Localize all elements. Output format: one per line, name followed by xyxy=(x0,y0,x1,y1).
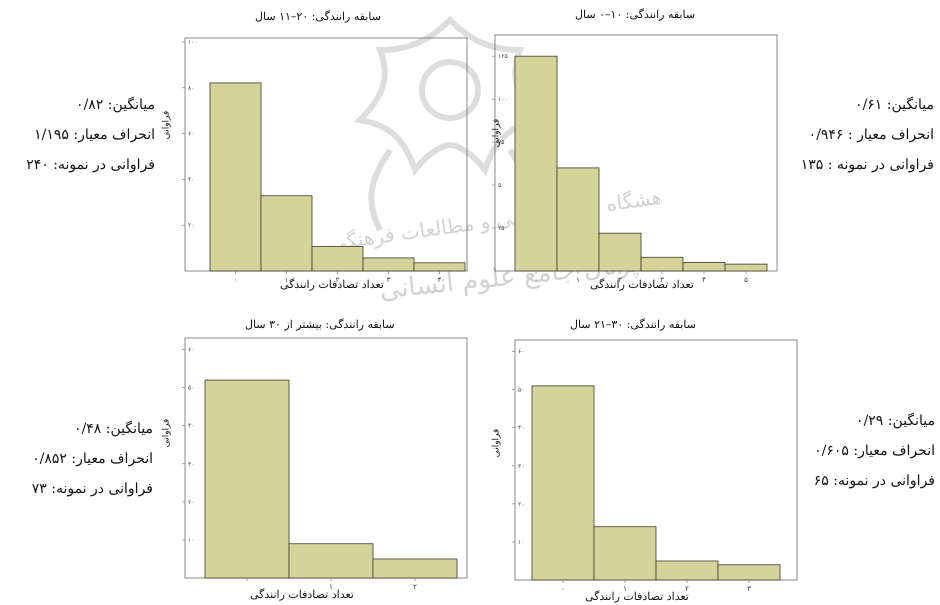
x-axis-label: تعداد تصادفات رانندگی xyxy=(250,588,354,601)
histogram-bar xyxy=(209,82,262,272)
y-tick-label: ۳۰ xyxy=(518,463,524,470)
y-tick-label: ۱۰۰ xyxy=(188,39,198,46)
histogram-bar xyxy=(372,558,458,579)
y-tick-label: ۶۰ xyxy=(188,347,194,354)
stat-sd: انحراف معیار : ۰/۹۴۶ xyxy=(808,127,934,143)
x-tick-label: ۲ xyxy=(618,276,622,284)
x-tick-label: ۲ xyxy=(336,276,340,284)
x-tick-label: ۱ xyxy=(329,583,333,591)
stat-n: فراوانی در نمونه : ۱۳۵ xyxy=(800,157,934,173)
y-tick-label: ۱۰۰ xyxy=(498,96,508,103)
y-tick-label: ۸۰ xyxy=(188,85,194,92)
histogram-bar xyxy=(724,263,768,272)
y-tick-label: ۴۰ xyxy=(518,425,524,432)
y-tick-label: ۴۰ xyxy=(188,423,194,430)
x-tick-label: ۱ xyxy=(285,276,289,284)
histogram-bar xyxy=(260,195,313,272)
chart-plot: ۱۲۵ ۱۰۰ ۷۵ ۵۰ ۲۵ ۰ ۱ ۲ ۳ ۴ ۵ xyxy=(492,34,778,284)
y-tick-label: ۲۰ xyxy=(188,222,194,229)
chart-title: سابقه رانندگی: ۳۰–۲۱ سال xyxy=(570,318,696,331)
histogram-bar xyxy=(514,55,558,272)
chart-plot: ۶۰ ۵۰ ۴۰ ۳۰ ۲۰ ۱۰ ۱ ۲ xyxy=(182,337,468,591)
y-tick-label: ۶۰ xyxy=(188,131,194,138)
stat-sd: انحراف معیار: ۰/۶۰۵ xyxy=(814,443,935,459)
y-tick-label: ۵۰ xyxy=(188,385,194,392)
histogram-bar xyxy=(531,385,595,581)
histogram-bar xyxy=(640,256,684,272)
chart-title: سابقه رانندگی: ۱۰–۰ سال xyxy=(575,8,696,21)
x-axis-label: تعداد تصادفات رانندگی xyxy=(280,278,384,291)
histogram-bar xyxy=(717,564,781,581)
y-tick-label: ۴۰ xyxy=(188,176,194,183)
x-tick-label: ۳ xyxy=(660,276,664,284)
x-tick-label: ۰ xyxy=(234,276,238,284)
chart-plot: ۱۰۰ ۸۰ ۶۰ ۴۰ ۲۰ ۰ ۱ ۲ ۳ ۴ xyxy=(182,37,468,284)
histogram-bar xyxy=(598,232,642,272)
histogram-11-20-years: سابقه رانندگی: ۲۰–۱۱ سال ۱۰۰ ۸۰ ۶۰ ۴۰ ۲۰ ۰ ۱ ۲ ۳… xyxy=(160,10,470,300)
x-axis-label: تعداد تصادفات رانندگی xyxy=(585,590,689,603)
x-tick-label: ۲ xyxy=(413,583,417,591)
y-tick-label: ۷۵ xyxy=(498,139,504,146)
stats-over-30-years: میانگین: ۰/۴۸ انحراف معیار: ۰/۸۵۲ فراوان… xyxy=(32,422,153,496)
y-axis-label: فراوانی xyxy=(491,428,502,458)
x-tick-label: ۳ xyxy=(387,276,391,284)
histogram-bar xyxy=(593,526,657,581)
histogram-0-10-years: سابقه رانندگی: ۱۰–۰ سال ۱۲۵ ۱۰۰ ۷۵ ۵۰ ۲۵ ۰ ۱ ۲ ۳… xyxy=(490,8,800,300)
stat-n: فراوانی در نمونه: ۲۴۰ xyxy=(26,157,155,173)
stat-n: فراوانی در نمونه: ۶۵ xyxy=(813,473,935,489)
y-tick-label: ۳۰ xyxy=(188,461,194,468)
stat-sd: انحراف معیار: ۰/۸۵۲ xyxy=(32,451,153,467)
y-axis-label: فراوانی xyxy=(491,118,502,148)
histogram-bar xyxy=(288,543,374,579)
x-tick-label: ۳ xyxy=(747,585,751,593)
histogram-bar xyxy=(655,560,719,581)
stat-mean: میانگین: ۰/۸۲ xyxy=(76,97,155,113)
x-tick-label: ۴ xyxy=(702,276,706,284)
y-tick-label: ۱۰ xyxy=(188,537,194,544)
y-tick-label: ۲۰ xyxy=(518,501,524,508)
x-axis-label: تعداد تصادفات رانندگی xyxy=(590,278,694,291)
stat-n: فراوانی در نمونه: ۷۳ xyxy=(31,481,153,497)
x-tick-label: ۱ xyxy=(623,585,627,593)
y-tick-label: ۱۰ xyxy=(518,539,524,546)
stats-11-20-years: میانگین: ۰/۸۲ انحراف معیار: ۱/۱۹۵ فراوان… xyxy=(26,98,155,172)
histogram-bar xyxy=(362,257,415,272)
y-tick-label: ۵۰ xyxy=(518,387,524,394)
histogram-over-30-years: سابقه رانندگی: بیشتر از ۳۰ سال ۶۰ ۵۰ ۴۰ ۳۰ ۲… xyxy=(160,318,470,605)
stat-mean: میانگین: ۰/۶۱ xyxy=(855,97,934,113)
histogram-bar xyxy=(311,246,364,272)
x-tick-label: ۲ xyxy=(685,585,689,593)
x-tick-label: ۱ xyxy=(576,276,580,284)
x-tick-label: ۴ xyxy=(438,276,442,284)
stat-mean: میانگین: ۰/۲۹ xyxy=(856,413,935,429)
chart-title: سابقه رانندگی: بیشتر از ۳۰ سال xyxy=(245,318,395,331)
histogram-bar xyxy=(204,379,290,579)
histogram-bar xyxy=(682,262,726,272)
y-tick-label: ۲۰ xyxy=(188,499,194,506)
stats-21-30-years: میانگین: ۰/۲۹ انحراف معیار: ۰/۶۰۵ فراوان… xyxy=(814,414,935,488)
y-tick-label: ۵۰ xyxy=(498,182,504,189)
histogram-bar xyxy=(413,262,466,272)
chart-plot: ۶۰ ۵۰ ۴۰ ۳۰ ۲۰ ۱۰ ۰ ۱ ۲ ۳ xyxy=(512,339,798,593)
y-tick-label: ۶۰ xyxy=(518,349,524,356)
stat-mean: میانگین: ۰/۴۸ xyxy=(74,421,153,437)
x-tick-label: ۵ xyxy=(744,276,748,284)
stats-0-10-years: میانگین: ۰/۶۱ انحراف معیار : ۰/۹۴۶ فراوا… xyxy=(801,98,934,172)
y-tick-label: ۱۲۵ xyxy=(498,53,508,60)
x-tick-label: ۰ xyxy=(561,585,565,593)
histogram-bar xyxy=(556,167,600,272)
stat-sd: انحراف معیار: ۱/۱۹۵ xyxy=(34,127,155,143)
y-tick-label: ۲۵ xyxy=(498,225,504,232)
x-tick-label: ۰ xyxy=(534,276,538,284)
chart-title: سابقه رانندگی: ۲۰–۱۱ سال xyxy=(255,10,381,23)
y-axis-label: فراوانی xyxy=(161,418,172,448)
y-axis-label: فراوانی xyxy=(161,110,172,140)
histogram-21-30-years: سابقه رانندگی: ۳۰–۲۱ سال ۶۰ ۵۰ ۴۰ ۳۰ ۲۰ ۱۰ ۰ ۱ ۲… xyxy=(490,318,800,605)
